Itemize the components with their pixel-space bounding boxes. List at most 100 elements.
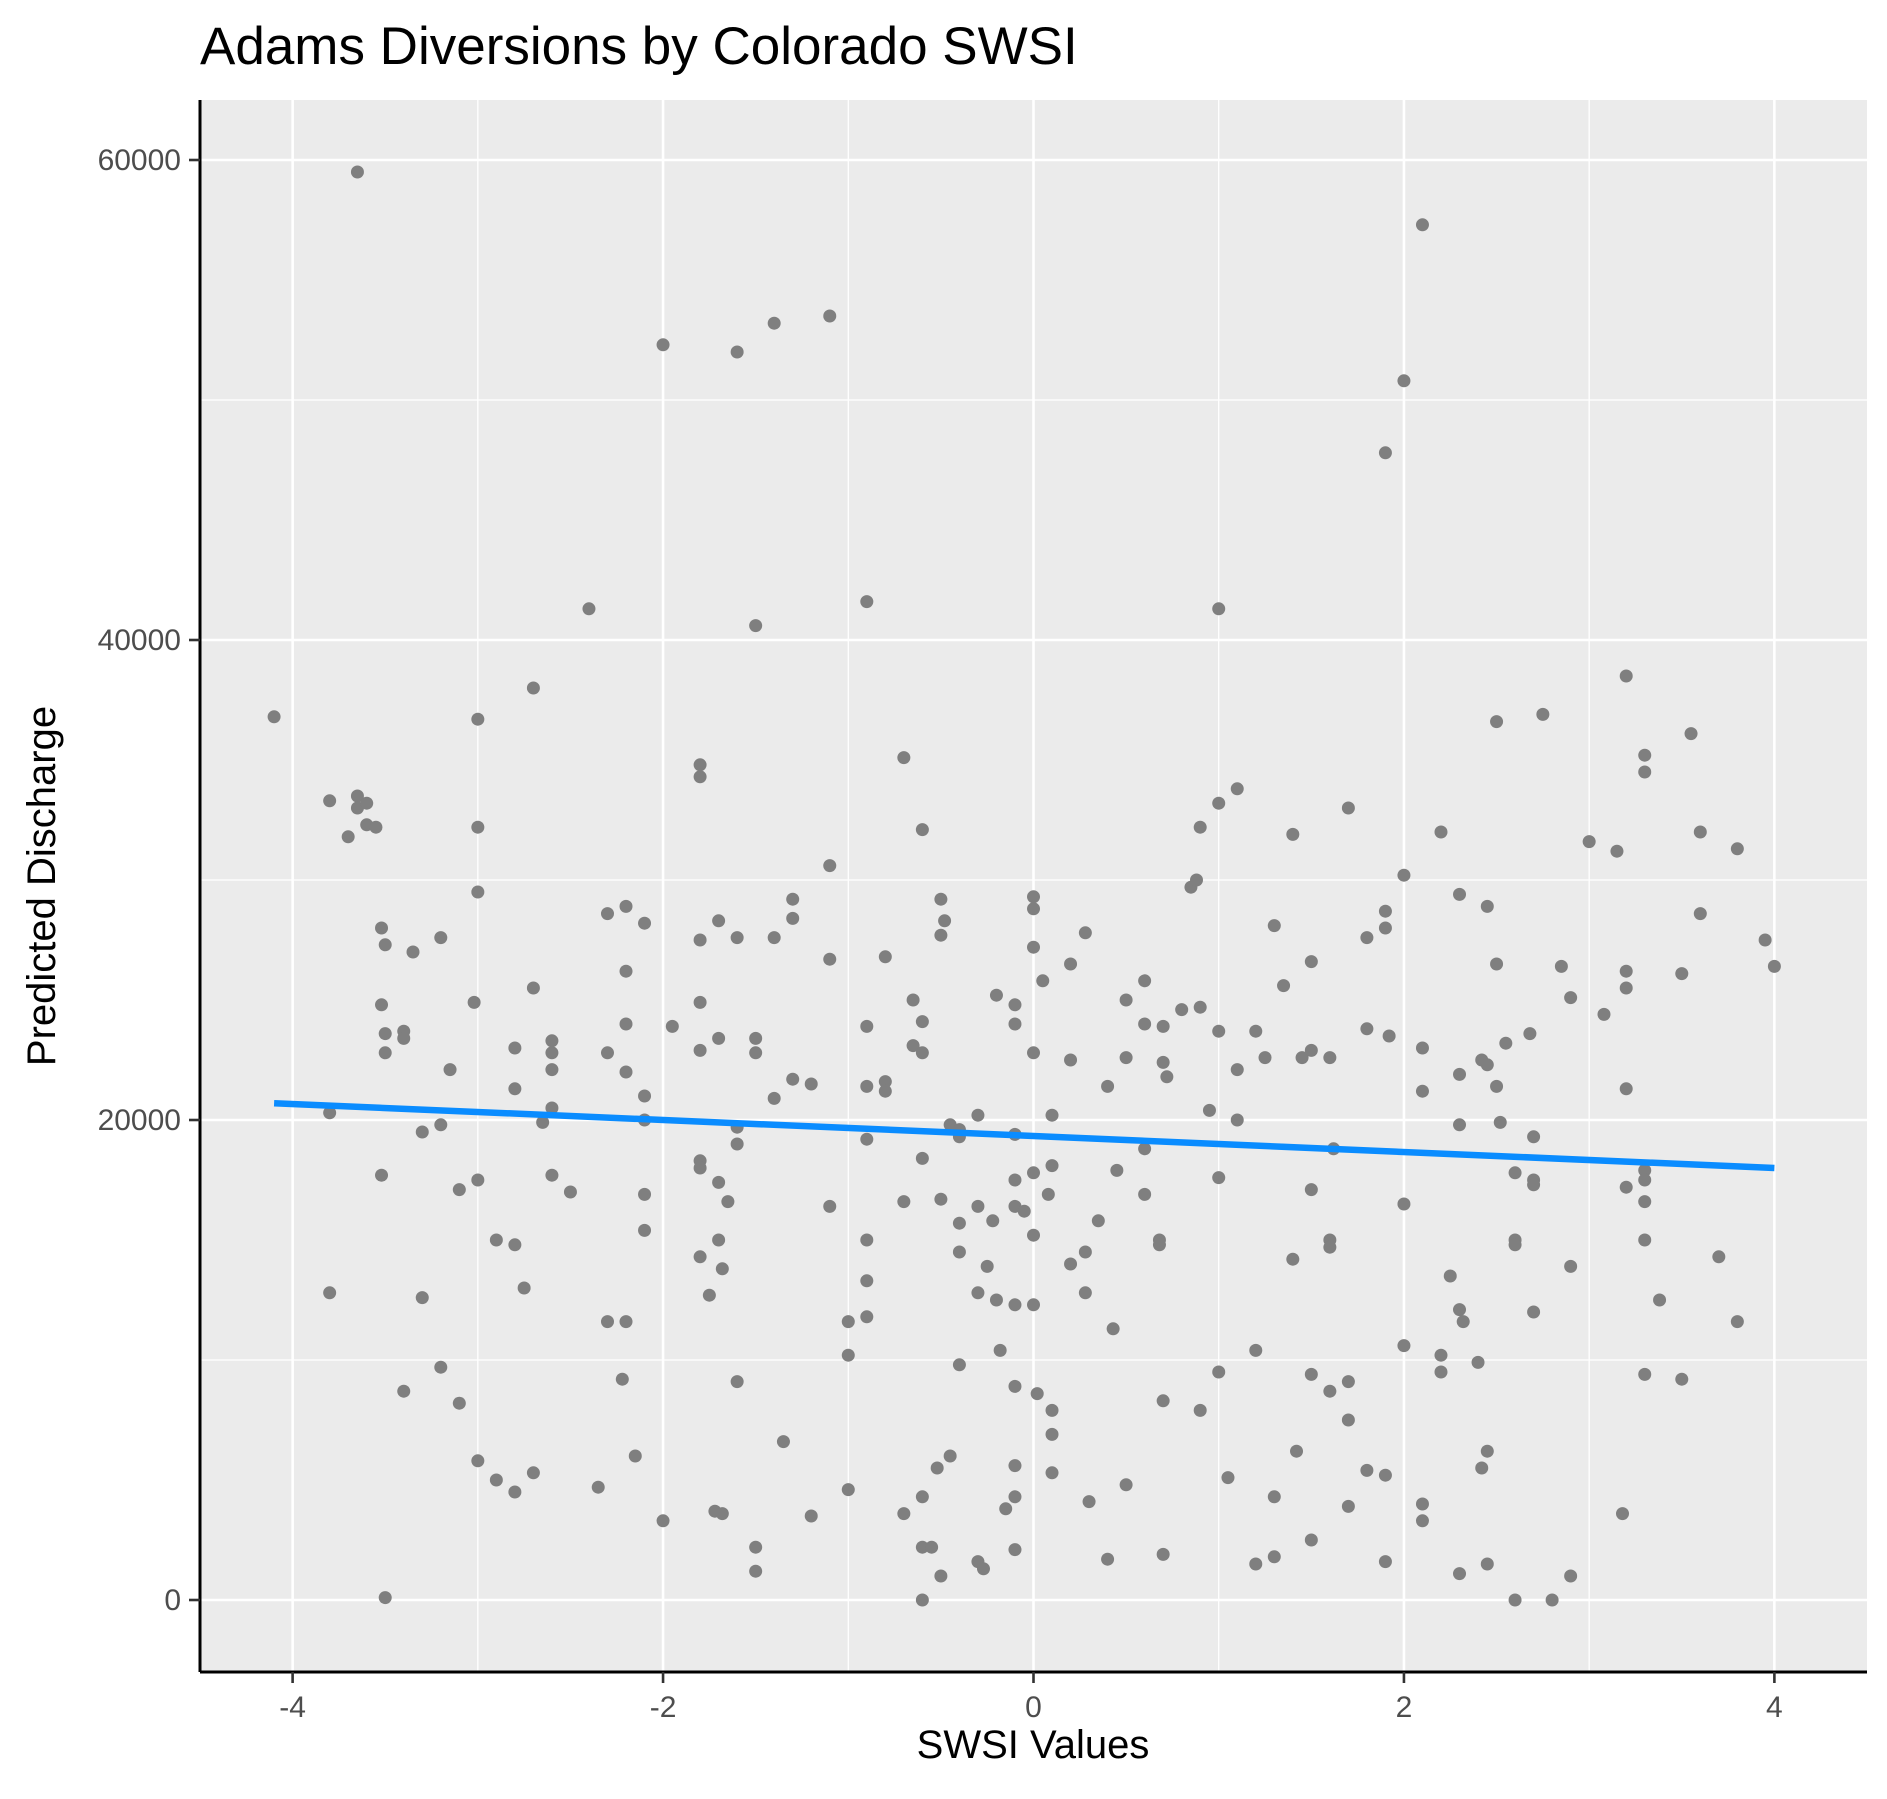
data-point (1619, 981, 1633, 995)
data-point (1101, 1079, 1115, 1093)
data-point (860, 1132, 874, 1146)
trend-line (273, 1099, 1775, 1172)
data-point (1230, 1063, 1244, 1077)
data-point (545, 1063, 559, 1077)
y-axis-title: Predicted Discharge (20, 706, 64, 1066)
data-point (915, 1151, 929, 1165)
data-point (1480, 1557, 1494, 1571)
chart-title: Adams Diversions by Colorado SWSI (200, 17, 1078, 76)
data-point (1397, 868, 1411, 882)
data-point (350, 165, 364, 179)
data-point (1382, 1029, 1396, 1043)
data-point (952, 1358, 966, 1372)
data-point (1267, 1550, 1281, 1564)
data-point (619, 899, 633, 913)
data-point (1027, 902, 1040, 916)
data-point (1508, 1593, 1522, 1607)
data-point (1110, 1163, 1124, 1177)
data-point (693, 1161, 707, 1175)
data-point (1152, 1238, 1166, 1252)
data-point (1295, 1051, 1309, 1065)
data-point (1091, 1214, 1105, 1228)
data-point (508, 1238, 522, 1252)
data-point (378, 1027, 392, 1041)
data-point (971, 1286, 985, 1300)
x-tick-label: -2 (650, 1691, 677, 1724)
data-point (1286, 827, 1300, 841)
data-point (786, 911, 800, 925)
data-point (1597, 1007, 1611, 1021)
data-point (267, 710, 281, 724)
data-point (1064, 1053, 1078, 1067)
data-point (508, 1485, 522, 1499)
data-point (323, 1106, 337, 1120)
data-point (1638, 748, 1652, 762)
data-point (545, 1034, 559, 1048)
data-point (1434, 825, 1448, 839)
x-axis-ticks: -4 -2 0 2 4 (279, 1672, 1783, 1724)
data-point (749, 1031, 763, 1045)
data-point (715, 1262, 729, 1276)
data-point (526, 981, 540, 995)
data-point (1304, 1533, 1318, 1547)
data-point (986, 1214, 1000, 1228)
data-point (1212, 1171, 1226, 1185)
data-point (712, 1233, 726, 1247)
data-point (1619, 669, 1633, 683)
data-point (1156, 1019, 1170, 1033)
data-point (693, 770, 707, 784)
data-point (930, 1461, 944, 1475)
data-point (693, 1043, 707, 1057)
data-point (638, 1089, 652, 1103)
data-point (406, 945, 420, 959)
data-point (730, 1375, 744, 1389)
data-point (1017, 1204, 1031, 1218)
data-point (925, 1540, 939, 1554)
data-point (397, 1384, 411, 1398)
data-point (1267, 1490, 1281, 1504)
data-point (1045, 1403, 1059, 1417)
data-point (1138, 974, 1152, 988)
data-point (1397, 374, 1411, 388)
data-point (1527, 1178, 1541, 1192)
data-point (1341, 801, 1355, 815)
data-point (1610, 844, 1624, 858)
data-point (841, 1348, 855, 1362)
data-point (906, 993, 920, 1007)
data-point (1304, 1367, 1318, 1381)
data-point (915, 1015, 929, 1029)
data-point (1221, 1471, 1235, 1485)
data-point (1045, 1427, 1059, 1441)
data-point (1730, 842, 1744, 856)
x-tick-label: 0 (1025, 1691, 1042, 1724)
data-point (434, 931, 448, 945)
data-point (1453, 1567, 1467, 1581)
data-point (615, 1372, 629, 1386)
data-point (1119, 993, 1133, 1007)
data-point (1499, 1036, 1513, 1050)
data-point (1490, 957, 1504, 971)
data-point (860, 595, 874, 609)
data-point (619, 1065, 633, 1079)
data-point (1675, 1372, 1689, 1386)
data-point (526, 1466, 540, 1480)
data-point (1730, 1315, 1744, 1329)
data-point (693, 758, 707, 772)
data-point (1360, 1463, 1374, 1477)
data-point (934, 928, 948, 942)
data-point (1119, 1478, 1133, 1492)
data-point (1138, 1017, 1152, 1031)
data-point (1156, 1394, 1170, 1408)
data-point (1008, 1298, 1022, 1312)
data-point (1027, 940, 1040, 954)
data-point (693, 933, 707, 947)
data-point (823, 309, 837, 323)
data-point (906, 1039, 920, 1053)
data-point (619, 1017, 633, 1031)
data-point (1045, 1108, 1059, 1122)
data-point (1619, 1082, 1633, 1096)
data-point (786, 1072, 800, 1086)
data-point (1189, 873, 1203, 887)
data-point (1008, 1173, 1022, 1187)
data-point (1638, 1195, 1652, 1209)
